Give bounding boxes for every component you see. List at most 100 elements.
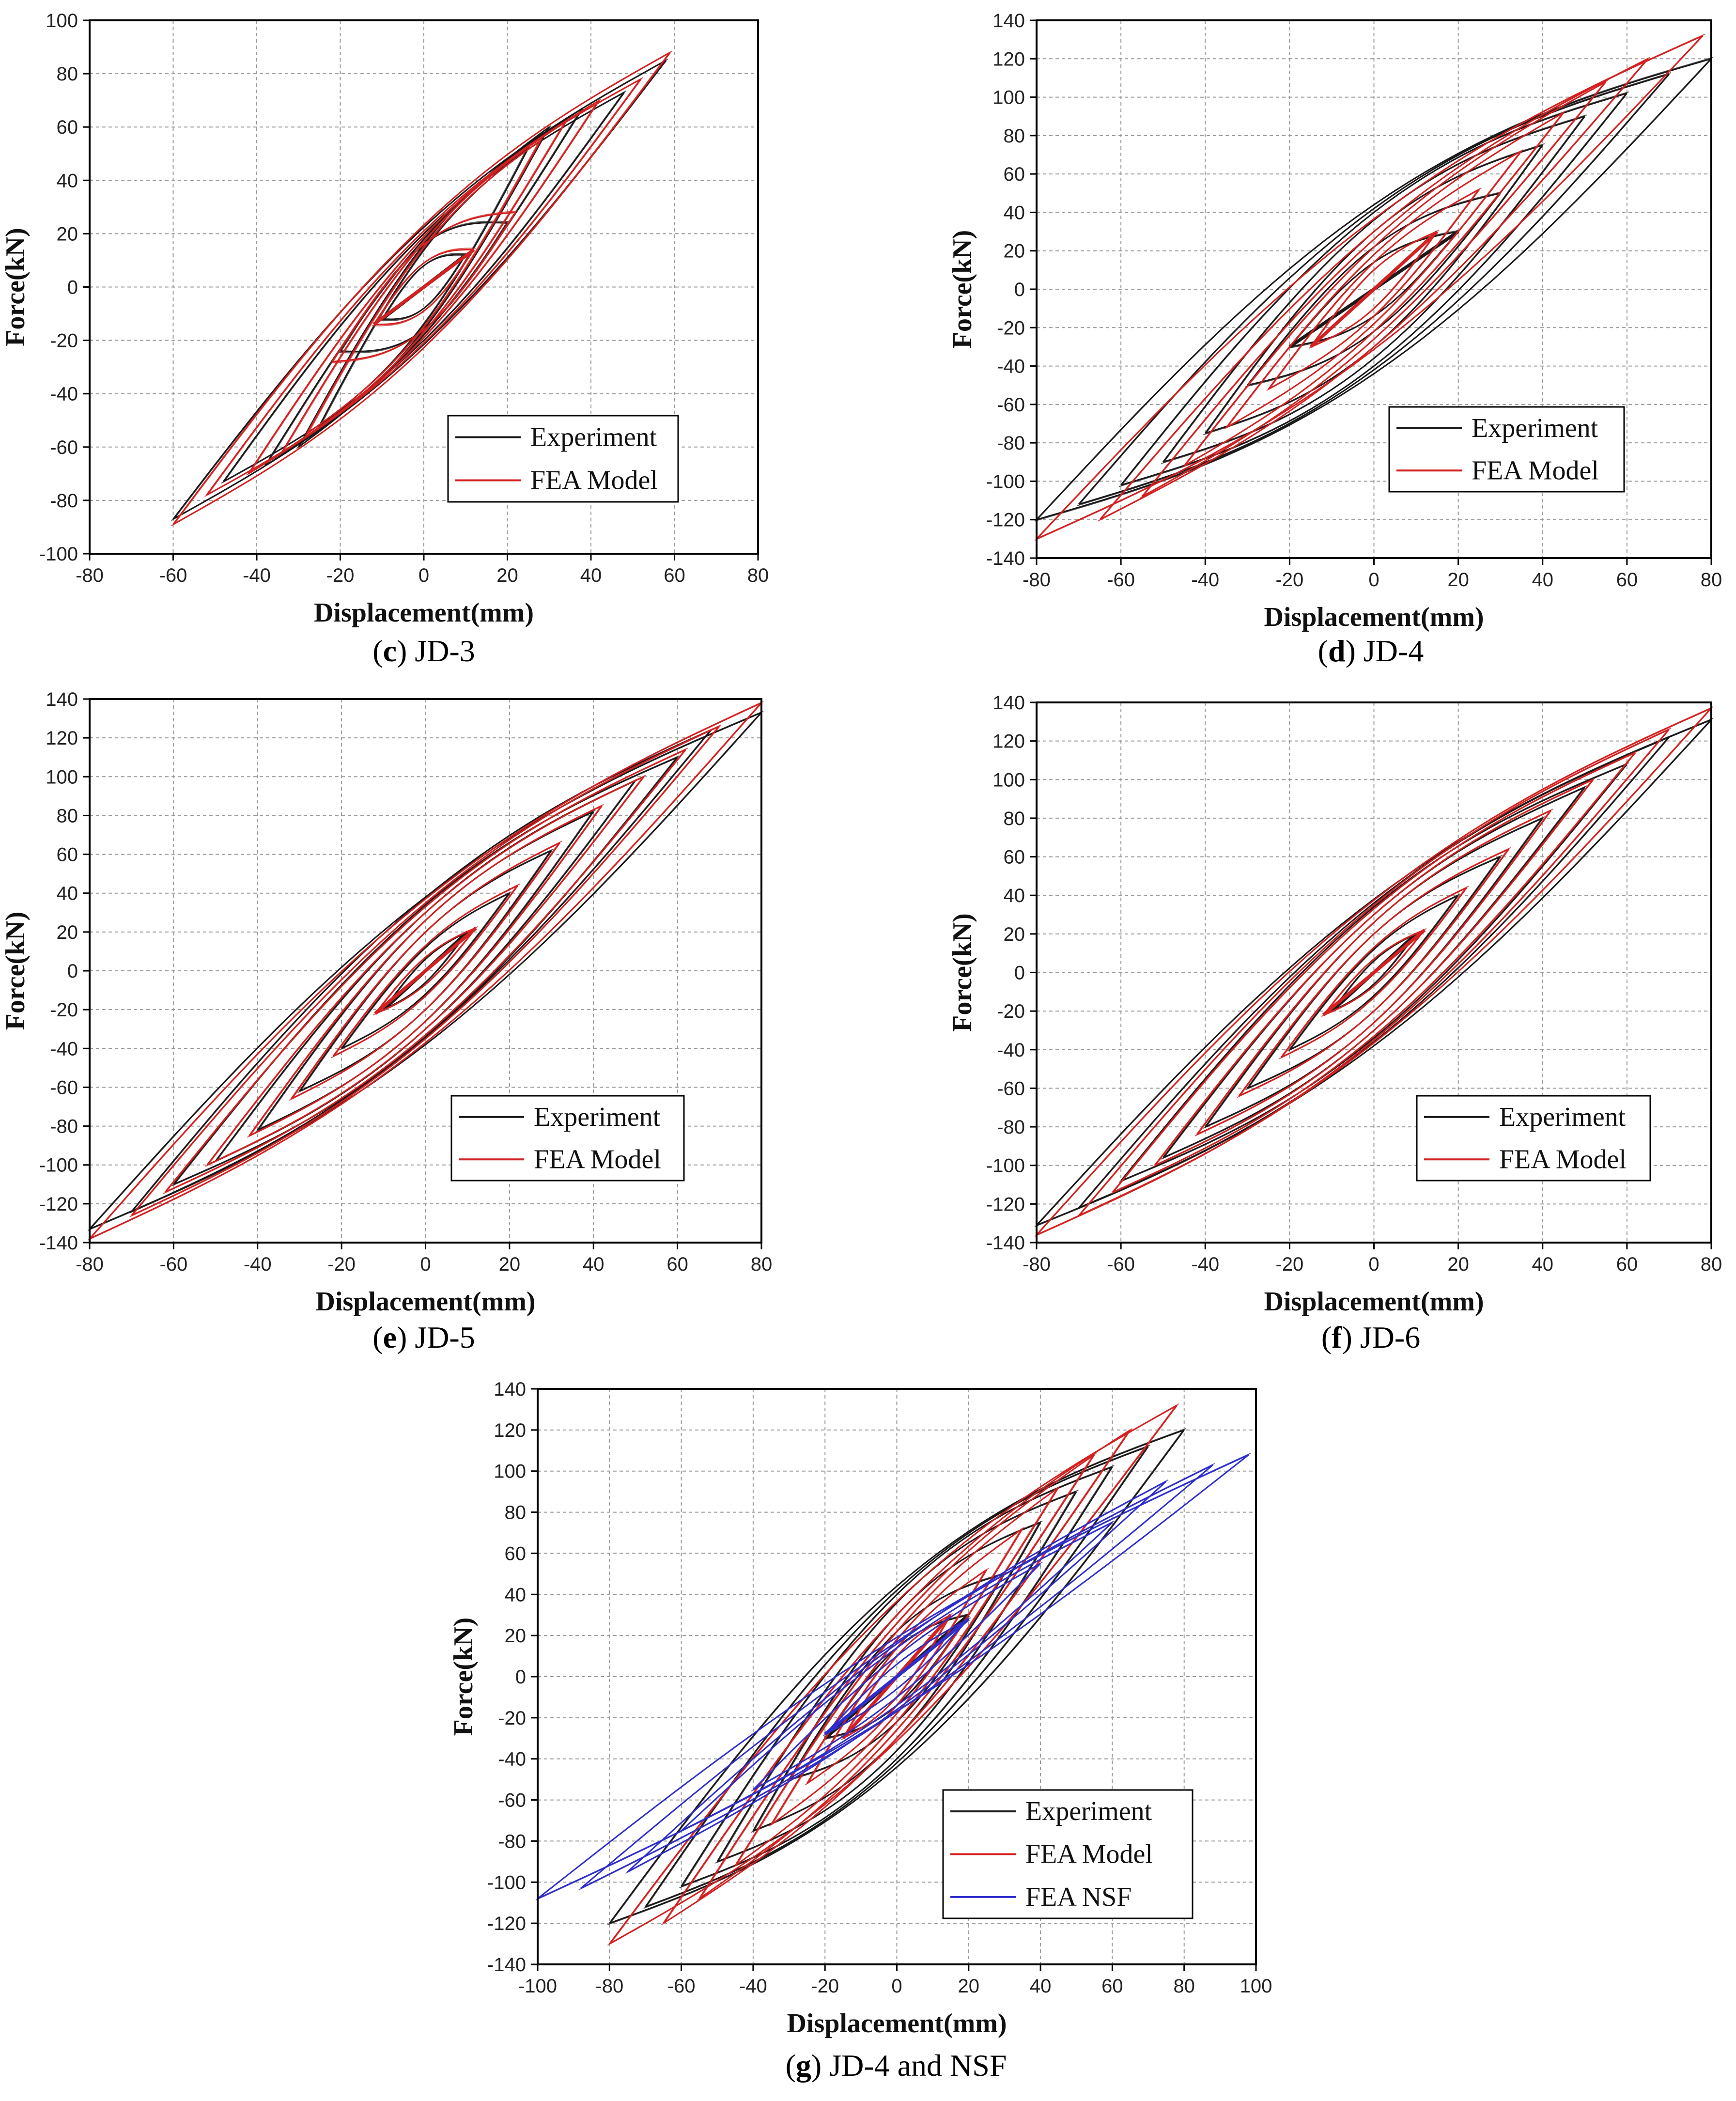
hysteresis-loop-repeat bbox=[682, 1465, 1115, 1885]
hysteresis-loop-repeat bbox=[304, 141, 540, 436]
hysteresis-loop-repeat bbox=[629, 1479, 1169, 1871]
hysteresis-loop-repeat bbox=[539, 1452, 1251, 1898]
hysteresis-loop-repeat bbox=[250, 804, 604, 1135]
x-tick-label: -60 bbox=[159, 1254, 187, 1275]
legend-label: FEA NSF bbox=[1025, 1882, 1132, 1912]
caption-text: ) JD-4 bbox=[1346, 634, 1424, 668]
x-tick-label: 20 bbox=[496, 565, 518, 586]
loop-core bbox=[372, 248, 475, 326]
hysteresis-loop-repeat bbox=[1038, 33, 1705, 538]
hysteresis-loop-repeat bbox=[247, 807, 601, 1138]
x-tick-label: 20 bbox=[499, 1254, 521, 1275]
x-tick-label: -100 bbox=[518, 1976, 557, 1997]
hysteresis-loop-repeat bbox=[293, 840, 562, 1098]
caption-letter: c bbox=[383, 634, 397, 668]
series-fea-model bbox=[171, 50, 673, 527]
hysteresis-loop-repeat bbox=[718, 1490, 1079, 1861]
x-tick-label: -60 bbox=[667, 1976, 696, 1997]
y-tick-label: -20 bbox=[50, 999, 78, 1021]
x-axis-label: Displacement(mm) bbox=[1264, 602, 1484, 632]
hysteresis-loop-repeat bbox=[1161, 117, 1583, 464]
legend-label: Experiment bbox=[1025, 1796, 1152, 1826]
hysteresis-loop-repeat bbox=[380, 256, 465, 322]
hysteresis-loop-repeat bbox=[330, 213, 514, 364]
x-tick-label: 60 bbox=[1616, 1254, 1638, 1275]
y-tick-label: -40 bbox=[50, 384, 78, 405]
x-tick-label: 0 bbox=[1368, 569, 1379, 591]
y-tick-label: -80 bbox=[50, 1116, 78, 1137]
hysteresis-loop-repeat bbox=[333, 210, 518, 361]
hysteresis-loop-repeat bbox=[1279, 888, 1465, 1059]
x-tick-label: 0 bbox=[891, 1976, 902, 1997]
hysteresis-loop-repeat bbox=[279, 123, 565, 454]
legend: Experiment FEA Model bbox=[1416, 1095, 1651, 1182]
hysteresis-loop-repeat bbox=[331, 887, 517, 1058]
hysteresis-loop-repeat bbox=[1038, 57, 1714, 519]
hysteresis-loop-repeat bbox=[1321, 931, 1423, 1017]
y-axis: -140 -120 -100 -80 -60 -40 -20 0 20 40 60 80 100 120 1… bbox=[986, 10, 1037, 569]
y-tick-label: 20 bbox=[57, 922, 78, 943]
hysteresis-loop-repeat bbox=[221, 93, 623, 484]
hysteresis-loop-repeat bbox=[611, 1428, 1187, 1922]
hysteresis-loop-repeat bbox=[1140, 83, 1605, 498]
hysteresis-loop-repeat bbox=[87, 714, 760, 1231]
y-tick-label: -80 bbox=[997, 1117, 1025, 1138]
legend-label: FEA Model bbox=[1025, 1839, 1153, 1869]
caption-open: ( bbox=[372, 1320, 383, 1354]
y-tick-label: -140 bbox=[487, 1954, 526, 1976]
caption-open: ( bbox=[1318, 634, 1328, 668]
x-axis-label: Displacement(mm) bbox=[314, 598, 534, 628]
y-tick-label: -20 bbox=[997, 317, 1025, 339]
hysteresis-loop-repeat bbox=[283, 120, 568, 451]
x-axis: -80 -60 -40 -20 0 20 40 60 80 bbox=[1023, 558, 1722, 591]
x-tick-label: -20 bbox=[326, 565, 355, 586]
y-tick-label: -80 bbox=[50, 490, 78, 512]
y-tick-label: 60 bbox=[1004, 847, 1025, 868]
hysteresis-loop-repeat bbox=[373, 929, 475, 1016]
y-tick-label: 100 bbox=[992, 769, 1025, 791]
y-axis-label: Force(kN) bbox=[947, 230, 977, 349]
loop-core bbox=[1309, 230, 1439, 348]
y-tick-label: 60 bbox=[1004, 164, 1025, 185]
y-tick-label: 100 bbox=[46, 10, 78, 31]
x-tick-label: -60 bbox=[1107, 1254, 1135, 1275]
y-axis-label: Force(kN) bbox=[947, 913, 977, 1032]
hysteresis-loop-repeat bbox=[171, 53, 669, 527]
caption-text: ) JD-3 bbox=[397, 634, 475, 668]
y-tick-label: 20 bbox=[1004, 924, 1025, 945]
x-tick-label: -40 bbox=[243, 565, 271, 586]
y-tick-label: -120 bbox=[986, 1194, 1025, 1215]
hysteresis-loop-repeat bbox=[1034, 721, 1710, 1228]
x-tick-label: -20 bbox=[327, 1254, 356, 1275]
y-tick-label: -40 bbox=[997, 356, 1025, 377]
hysteresis-loop-repeat bbox=[174, 50, 673, 524]
hysteresis-loop-repeat bbox=[289, 843, 558, 1101]
x-tick-label: 40 bbox=[1030, 1976, 1052, 1997]
legend-label: Experiment bbox=[1472, 413, 1598, 443]
hysteresis-loop-repeat bbox=[1194, 811, 1550, 1136]
y-tick-label: 120 bbox=[494, 1420, 526, 1441]
hysteresis-loop-repeat bbox=[1118, 765, 1626, 1183]
x-tick-label: -80 bbox=[1023, 569, 1051, 591]
caption-open: ( bbox=[786, 2048, 796, 2083]
y-tick-label: 80 bbox=[57, 805, 78, 826]
y-tick-label: 0 bbox=[1014, 963, 1025, 984]
y-tick-label: 40 bbox=[505, 1584, 527, 1605]
x-axis-label: Displacement(mm) bbox=[1264, 1287, 1484, 1317]
caption-text: ) JD-6 bbox=[1342, 1320, 1420, 1354]
x-tick-label: -20 bbox=[1275, 569, 1303, 591]
hysteresis-loop-repeat bbox=[697, 1456, 1093, 1901]
hysteresis-loop-repeat bbox=[625, 1482, 1165, 1874]
series-fea-model bbox=[87, 701, 764, 1241]
hysteresis-loop-repeat bbox=[163, 750, 684, 1194]
panel-caption: (d) JD-4 bbox=[1318, 634, 1424, 668]
hysteresis-loop-repeat bbox=[375, 248, 476, 324]
hysteresis-loop-repeat bbox=[1291, 893, 1461, 1049]
y-tick-label: -120 bbox=[487, 1913, 526, 1934]
x-tick-label: -80 bbox=[1023, 1254, 1051, 1275]
y-tick-label: 0 bbox=[67, 277, 78, 298]
hysteresis-loop-repeat bbox=[535, 1456, 1247, 1901]
y-tick-label: 80 bbox=[1004, 808, 1025, 829]
caption-letter: g bbox=[796, 2048, 811, 2083]
hysteresis-loop-repeat bbox=[1325, 928, 1427, 1014]
